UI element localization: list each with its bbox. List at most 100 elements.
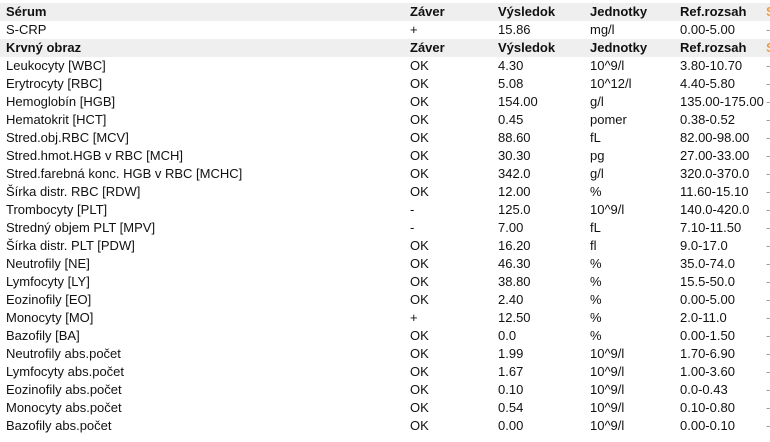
cell-truncated-column: -: [766, 292, 770, 307]
cell-units: 10^9/l: [590, 58, 625, 73]
cell-conclusion: OK: [410, 238, 429, 253]
cell-conclusion: +: [410, 310, 418, 325]
cell-reference-range: 0.0-0.43: [680, 382, 728, 397]
cell-test-name: Trombocyty [PLT]: [6, 202, 108, 217]
cell-result: 154.00: [498, 94, 538, 109]
cell-result: 5.08: [498, 76, 524, 91]
section-header-row: Sérum Záver Výsledok Jednotky Ref.rozsah S: [0, 3, 770, 21]
cell-units: %: [590, 256, 602, 271]
cell-test-name: Eozinofily [EO]: [6, 292, 92, 307]
cell-test-name: Stred.hmot.HGB v RBC [MCH]: [6, 148, 183, 163]
cell-reference-range: 0.00-1.50: [680, 328, 735, 343]
cell-result: 16.20: [498, 238, 531, 253]
cell-conclusion: OK: [410, 76, 429, 91]
cell-units: fL: [590, 220, 601, 235]
cell-truncated-column: -: [766, 112, 770, 127]
cell-reference-range: 27.00-33.00: [680, 148, 750, 163]
cell-units: %: [590, 310, 602, 325]
cell-conclusion: OK: [410, 274, 429, 289]
cell-conclusion: OK: [410, 166, 429, 181]
cell-conclusion: OK: [410, 292, 429, 307]
cell-units: mg/l: [590, 22, 615, 37]
cell-result: 0.54: [498, 400, 524, 415]
section-header-row: Krvný obraz Záver Výsledok Jednotky Ref.rozs…: [0, 39, 770, 57]
cell-test-name: Hemoglobín [HGB]: [6, 94, 116, 109]
table-row: Neutrofily [NE] OK 46.30% 35.0-74.0 -: [0, 255, 770, 273]
cell-test-name: Lymfocyty [LY]: [6, 274, 90, 289]
cell-result: 342.0: [498, 166, 531, 181]
cell-reference-range: 11.60-15.10: [680, 184, 749, 199]
table-row: Lymfocyty abs.počet OK 1.67 10^9/l 1.00-3.60…: [0, 363, 770, 381]
cell-reference-range: 1.70-6.90: [680, 346, 735, 361]
cell-truncated-column: -: [766, 382, 770, 397]
cell-units: fL: [590, 130, 601, 145]
cell-conclusion: +: [410, 22, 418, 37]
cell-truncated-column: -: [766, 328, 770, 343]
table-row: Trombocyty [PLT] - 125.0 10^9/l 140.0-420.0 -: [0, 201, 770, 219]
cell-result: 30.30: [498, 148, 531, 163]
cell-reference-range: 0.00-0.10: [680, 418, 735, 433]
cell-conclusion: OK: [410, 346, 429, 361]
header-reference-range: Ref.rozsah: [680, 4, 747, 19]
cell-result: 7.00: [498, 220, 524, 235]
cell-units: %: [590, 328, 602, 343]
header-test-name: Sérum: [6, 4, 47, 19]
header-conclusion: Záver: [410, 4, 445, 19]
cell-truncated-column: -: [766, 256, 770, 271]
cell-result: 88.60: [498, 130, 531, 145]
cell-units: 10^9/l: [590, 202, 625, 217]
cell-truncated-column: -: [766, 400, 770, 415]
header-result: Výsledok: [498, 4, 556, 19]
cell-units: fl: [590, 238, 597, 253]
cell-reference-range: 9.0-17.0: [680, 238, 728, 253]
cell-reference-range: 140.0-420.0: [680, 202, 750, 217]
table-row: Stredný objem PLT [MPV] - 7.00 fL 7.10-11.50…: [0, 219, 770, 237]
cell-reference-range: 3.80-10.70: [680, 58, 743, 73]
table-row: Leukocyty [WBC] OK 4.30 10^9/l 3.80-10.70 -: [0, 57, 770, 75]
table-row: Monocyty abs.počet OK 0.54 10^9/l 0.10-0.80 -: [0, 399, 770, 417]
cell-reference-range: 7.10-11.50: [680, 220, 742, 235]
header-truncated-column: S: [766, 3, 770, 21]
cell-units: 10^9/l: [590, 364, 625, 379]
cell-units: 10^9/l: [590, 400, 625, 415]
table-row: Bazofily abs.počet OK 0.00 10^9/l 0.00-0.10 -: [0, 417, 770, 435]
table-row: Stred.obj.RBC [MCV] OK 88.60 fL 82.00-98.00 -: [0, 129, 770, 147]
table-row: Eozinofily [EO] OK 2.40% 0.00-5.00 -: [0, 291, 770, 309]
cell-result: 1.67: [498, 364, 524, 379]
header-truncated-column: S: [766, 39, 770, 57]
cell-test-name: Šírka distr. RBC [RDW]: [6, 184, 141, 199]
cell-conclusion: OK: [410, 130, 429, 145]
table-row: Hematokrit [HCT] OK 0.45 pomer 0.38-0.52 -: [0, 111, 770, 129]
cell-reference-range: 0.10-0.80: [680, 400, 735, 415]
cell-truncated-column: -: [766, 184, 770, 199]
cell-test-name: Monocyty [MO]: [6, 310, 94, 325]
cell-result: 125.0: [498, 202, 531, 217]
cell-result: 0.45: [498, 112, 524, 127]
cell-result: 0.00: [498, 418, 524, 433]
cell-test-name: Monocyty abs.počet: [6, 400, 122, 415]
cell-reference-range: 2.0-11.0: [680, 310, 727, 325]
cell-units: 10^9/l: [590, 382, 625, 397]
cell-test-name: Bazofily [BA]: [6, 328, 80, 343]
table-row: Monocyty [MO] +12.50% 2.0-11.0 -: [0, 309, 770, 327]
cell-truncated-column: -: [766, 202, 770, 217]
cell-units: pomer: [590, 112, 627, 127]
cell-conclusion: OK: [410, 184, 429, 199]
cell-test-name: Leukocyty [WBC]: [6, 58, 106, 73]
cell-units: g/l: [590, 166, 604, 181]
table-row: Stred.farebná konc. HGB v RBC [MCHC] OK 34…: [0, 165, 770, 183]
cell-test-name: Erytrocyty [RBC]: [6, 76, 103, 91]
cell-result: 0.10: [498, 382, 524, 397]
lab-results-table: SérumZáverVýsledokJednotkyRef.rozsahSS-C…: [0, 3, 770, 435]
cell-test-name: Bazofily abs.počet: [6, 418, 112, 433]
cell-truncated-column: -: [766, 130, 770, 145]
cell-truncated-column: -: [766, 148, 770, 163]
cell-units: 10^9/l: [590, 418, 625, 433]
cell-result: 38.80: [498, 274, 531, 289]
cell-truncated-column: -: [766, 22, 770, 37]
cell-reference-range: 82.00-98.00: [680, 130, 750, 145]
cell-test-name: Hematokrit [HCT]: [6, 112, 107, 127]
cell-truncated-column: -: [766, 94, 770, 109]
cell-result: 0.0: [498, 328, 517, 343]
table-row: S-CRP +15.86 mg/l 0.00-5.00 -: [0, 21, 770, 39]
